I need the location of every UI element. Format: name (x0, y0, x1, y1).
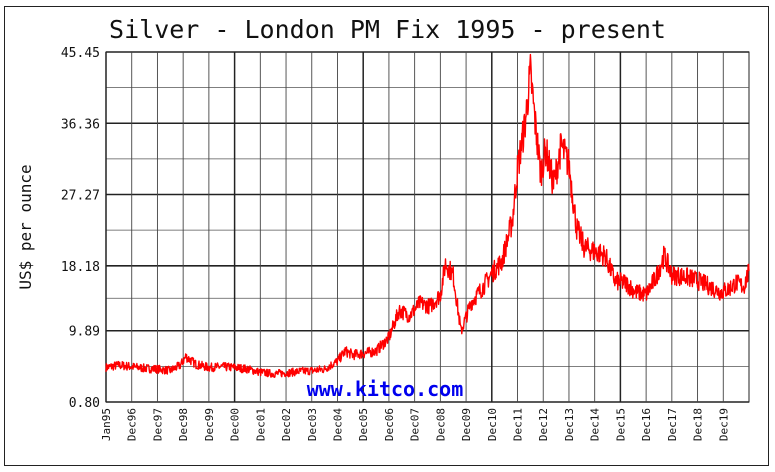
watermark-text[interactable]: www.kitco.com (307, 377, 464, 401)
x-tick-label: Dec18 (692, 408, 705, 441)
x-tick-label: Jan95 (100, 408, 113, 441)
y-tick-label: 0.80 (69, 396, 100, 411)
y-tick-label: 9.89 (69, 325, 100, 340)
x-tick-label: Dec05 (357, 408, 370, 441)
x-tick-label: Dec15 (614, 408, 627, 441)
y-tick-label: 18.18 (61, 260, 100, 275)
x-tick-label: Dec09 (460, 408, 473, 441)
y-tick-label: 45.45 (61, 46, 100, 61)
y-tick-labels: 0.80 9.89 18.18 27.27 36.36 45.45 (61, 46, 100, 411)
chart-title: Silver - London PM Fix 1995 - present (109, 15, 666, 44)
y-tick-label: 27.27 (61, 189, 100, 204)
x-tick-label: Dec10 (486, 408, 499, 441)
plot-area (105, 51, 750, 403)
x-tick-label: Dec16 (640, 408, 653, 441)
x-tick-label: Dec97 (151, 408, 164, 441)
x-tick-label: Dec06 (383, 408, 396, 441)
x-tick-label: Dec04 (331, 408, 344, 441)
x-tick-labels: Jan95 Dec96 Dec97 Dec98 Dec99 Dec00 Dec01 Dec02… (100, 408, 730, 441)
x-tick-label: Dec03 (306, 408, 319, 441)
x-tick-label: Dec14 (589, 408, 602, 441)
x-tick-label: Dec98 (177, 408, 190, 441)
y-tick-label: 36.36 (61, 117, 100, 132)
x-tick-label: Dec19 (717, 408, 730, 441)
x-tick-label: Dec99 (203, 408, 216, 441)
y-axis-label: US$ per ounce (16, 164, 35, 289)
x-tick-label: Dec17 (666, 408, 679, 441)
x-tick-label: Dec08 (434, 408, 447, 441)
x-tick-label: Dec96 (126, 408, 139, 441)
x-tick-label: Dec12 (537, 408, 550, 441)
x-tick-label: Dec00 (229, 408, 242, 441)
series-line-silver-price (105, 53, 750, 378)
x-tick-label: Dec11 (512, 408, 525, 441)
x-tick-label: Dec02 (280, 408, 293, 441)
x-tick-label: Dec01 (254, 408, 267, 441)
x-tick-label: Dec07 (409, 408, 422, 441)
x-tick-label: Dec13 (563, 408, 576, 441)
